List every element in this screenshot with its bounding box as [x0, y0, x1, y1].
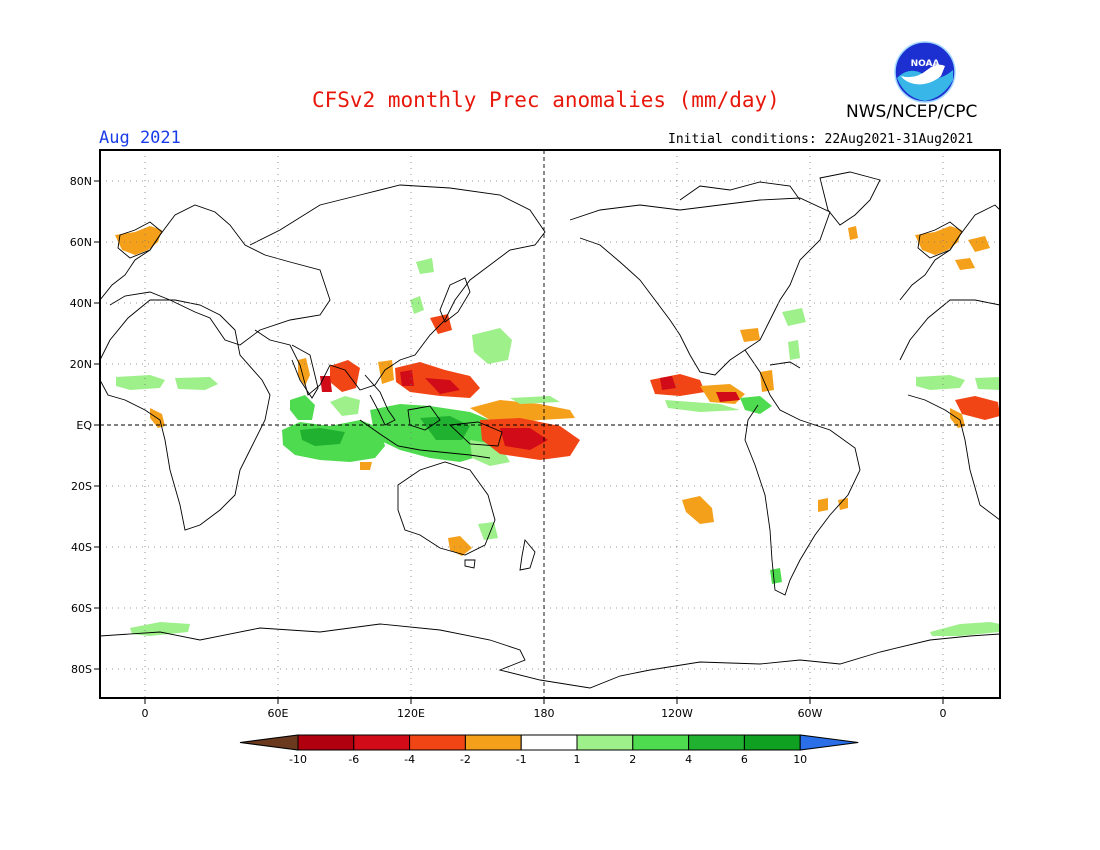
colorbar-swatch [688, 734, 745, 751]
lat-label: EQ [76, 419, 92, 432]
lat-label: 80S [71, 663, 92, 676]
initial-conditions: Initial conditions: 22Aug2021-31Aug2021 [668, 132, 974, 147]
latitude-labels: 80N 60N 40N 20N EQ 20S 40S 60S 80S [70, 175, 93, 676]
lat-label: 20N [70, 358, 92, 371]
colorbar-label: 6 [741, 753, 748, 766]
reference-lines [100, 150, 1000, 698]
colorbar-label: -4 [404, 753, 415, 766]
logo-text: NOAA [911, 59, 940, 69]
lat-label: 60S [71, 602, 92, 615]
colorbar-swatch [297, 734, 355, 751]
plot-frame [99, 149, 1001, 699]
tick-marks [94, 180, 944, 704]
anomaly-shading [115, 226, 1000, 636]
longitude-labels: 0 60E 120E 180 120W 60W 0 [142, 707, 947, 720]
lon-label: 180 [534, 707, 555, 720]
forecast-period: Aug 2021 [99, 128, 181, 148]
map-title: CFSv2 monthly Prec anomalies (mm/day) [312, 88, 780, 112]
colorbar: -10 -6 -4 -2 -1 1 2 4 6 10 [239, 734, 859, 766]
lat-label: 20S [71, 480, 92, 493]
lat-label: 60N [70, 236, 92, 249]
colorbar-high-arrow [799, 734, 859, 751]
colorbar-label: -10 [289, 753, 307, 766]
colorbar-swatch [409, 734, 466, 751]
colorbar-label: 10 [793, 753, 807, 766]
colorbar-label: -2 [460, 753, 471, 766]
colorbar-swatch [632, 734, 690, 751]
lat-label: 40S [71, 541, 92, 554]
colorbar-swatch [576, 734, 634, 751]
lon-label: 120W [661, 707, 693, 720]
lat-label: 40N [70, 297, 92, 310]
colorbar-label: 2 [629, 753, 636, 766]
colorbar-swatch [353, 734, 411, 751]
lat-label: 80N [70, 175, 92, 188]
colorbar-low-arrow [239, 734, 299, 751]
colorbar-swatch [464, 734, 522, 751]
noaa-logo: NOAA [894, 41, 956, 103]
colorbar-label: 1 [574, 753, 581, 766]
agency-label: NWS/NCEP/CPC [846, 102, 978, 122]
graticule [100, 150, 1000, 698]
colorbar-swatch [520, 734, 578, 751]
lon-label: 0 [940, 707, 947, 720]
colorbar-label: -6 [348, 753, 359, 766]
lon-label: 60E [268, 707, 289, 720]
lon-label: 0 [142, 707, 149, 720]
lon-label: 60W [798, 707, 823, 720]
colorbar-label: -1 [516, 753, 527, 766]
lon-label: 120E [397, 707, 425, 720]
colorbar-label: 4 [685, 753, 692, 766]
colorbar-swatch [743, 734, 801, 751]
